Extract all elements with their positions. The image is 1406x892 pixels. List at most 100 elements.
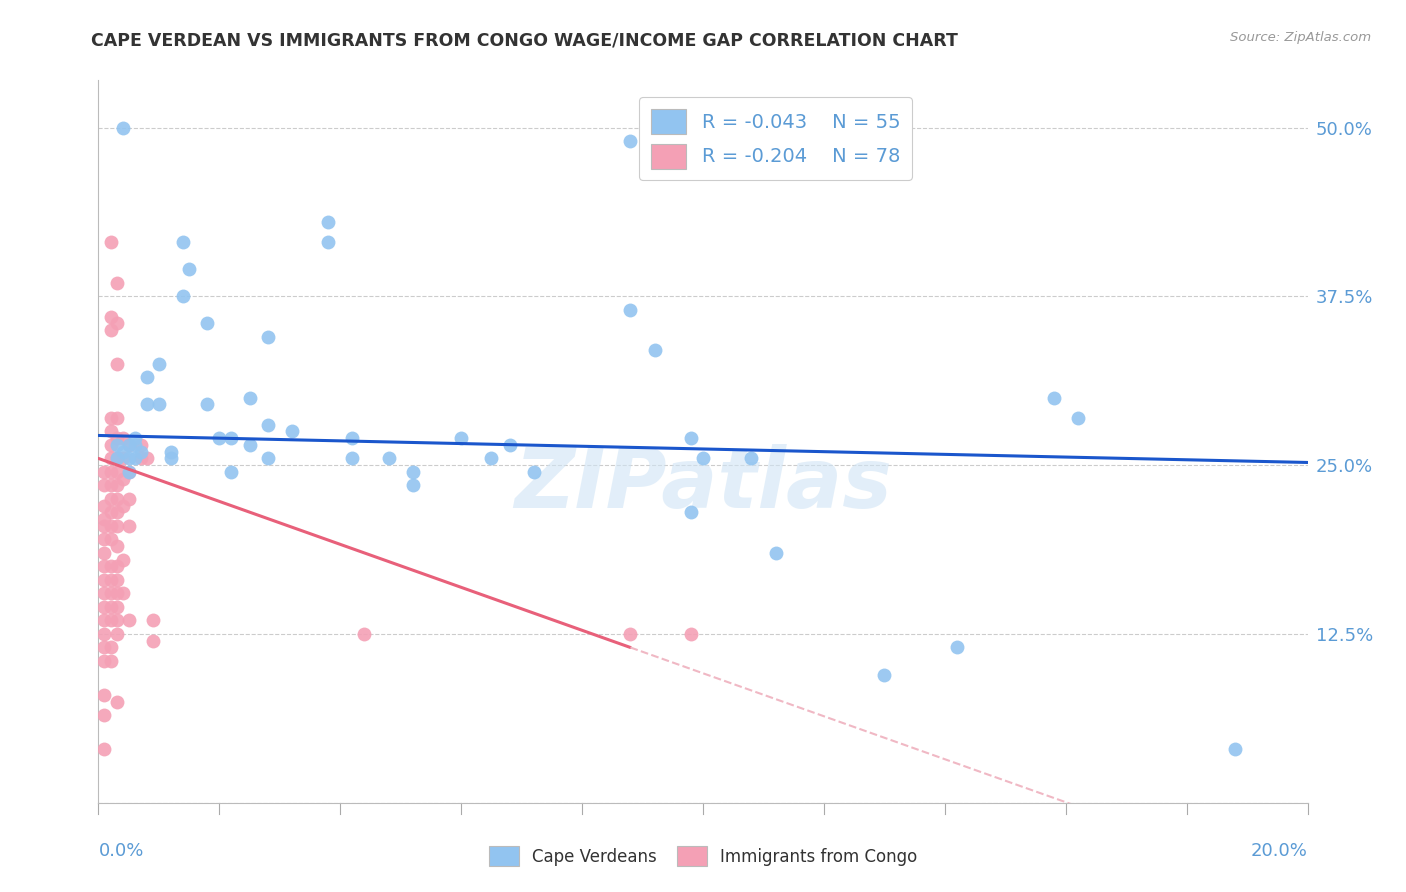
Point (105, 317, 128, 331)
Point (105, 627, 128, 641)
Point (619, 134, 641, 148)
Point (111, 120, 134, 135)
Point (93, 533, 115, 547)
Point (100, 599, 122, 614)
Point (124, 451, 146, 466)
Point (1042, 391, 1064, 405)
Point (118, 465, 141, 479)
Point (111, 451, 134, 466)
Point (105, 505, 128, 519)
Legend: Cape Verdeans, Immigrants from Congo: Cape Verdeans, Immigrants from Congo (482, 839, 924, 873)
Point (142, 614, 165, 628)
Point (118, 614, 141, 628)
Point (100, 451, 122, 466)
Point (100, 614, 122, 628)
Point (105, 465, 128, 479)
Point (281, 425, 304, 439)
Text: Source: ZipAtlas.com: Source: ZipAtlas.com (1230, 31, 1371, 45)
Point (129, 451, 152, 466)
Point (873, 667, 896, 681)
Point (105, 539, 128, 553)
Point (946, 640, 969, 655)
Point (239, 438, 262, 452)
Point (100, 465, 122, 479)
Point (316, 235, 339, 250)
Point (118, 491, 141, 506)
Point (93, 573, 115, 587)
Point (100, 573, 122, 587)
Point (111, 586, 134, 600)
Point (523, 465, 546, 479)
Point (105, 559, 128, 574)
Point (619, 302, 641, 317)
Point (105, 694, 128, 708)
Point (195, 397, 218, 411)
Point (118, 465, 141, 479)
Point (100, 438, 122, 452)
Point (105, 573, 128, 587)
Point (105, 586, 128, 600)
Point (93, 708, 115, 723)
Point (100, 519, 122, 533)
Point (111, 499, 134, 513)
Point (111, 431, 134, 445)
Point (135, 370, 157, 384)
Point (208, 431, 231, 445)
Point (93, 688, 115, 702)
Point (402, 465, 425, 479)
Text: 20.0%: 20.0% (1251, 842, 1308, 860)
Point (105, 431, 128, 445)
Point (93, 627, 115, 641)
Point (142, 633, 165, 648)
Point (100, 310, 122, 324)
Point (221, 431, 243, 445)
Point (105, 614, 128, 628)
Point (644, 343, 666, 358)
Point (195, 317, 218, 331)
Point (679, 431, 702, 445)
Point (111, 552, 134, 566)
Point (100, 640, 122, 655)
Point (450, 431, 472, 445)
Point (221, 465, 243, 479)
Text: CAPE VERDEAN VS IMMIGRANTS FROM CONGO WAGE/INCOME GAP CORRELATION CHART: CAPE VERDEAN VS IMMIGRANTS FROM CONGO WA… (91, 31, 959, 49)
Point (740, 451, 762, 466)
Point (100, 586, 122, 600)
Point (129, 444, 152, 458)
Point (105, 276, 128, 290)
Point (105, 411, 128, 425)
Point (316, 215, 339, 229)
Point (100, 425, 122, 439)
Point (481, 451, 503, 466)
Point (148, 397, 170, 411)
Point (342, 451, 364, 466)
Point (100, 323, 122, 337)
Point (105, 491, 128, 506)
Point (100, 235, 122, 250)
Point (93, 559, 115, 574)
Point (111, 472, 134, 486)
Point (402, 478, 425, 492)
Point (148, 357, 170, 371)
Point (100, 654, 122, 668)
Point (105, 451, 128, 466)
Point (118, 438, 141, 452)
Point (93, 519, 115, 533)
Text: 0.0%: 0.0% (98, 842, 143, 860)
Point (172, 289, 194, 303)
Point (160, 451, 183, 466)
Point (93, 614, 115, 628)
Point (619, 627, 641, 641)
Point (93, 741, 115, 756)
Point (118, 451, 141, 466)
Point (256, 330, 278, 344)
Point (93, 546, 115, 560)
Point (105, 451, 128, 466)
Point (129, 438, 152, 452)
Point (1067, 411, 1090, 425)
Point (342, 431, 364, 445)
Point (118, 519, 141, 533)
Point (105, 478, 128, 492)
Point (105, 599, 128, 614)
Text: ZIPatlas: ZIPatlas (515, 444, 891, 525)
